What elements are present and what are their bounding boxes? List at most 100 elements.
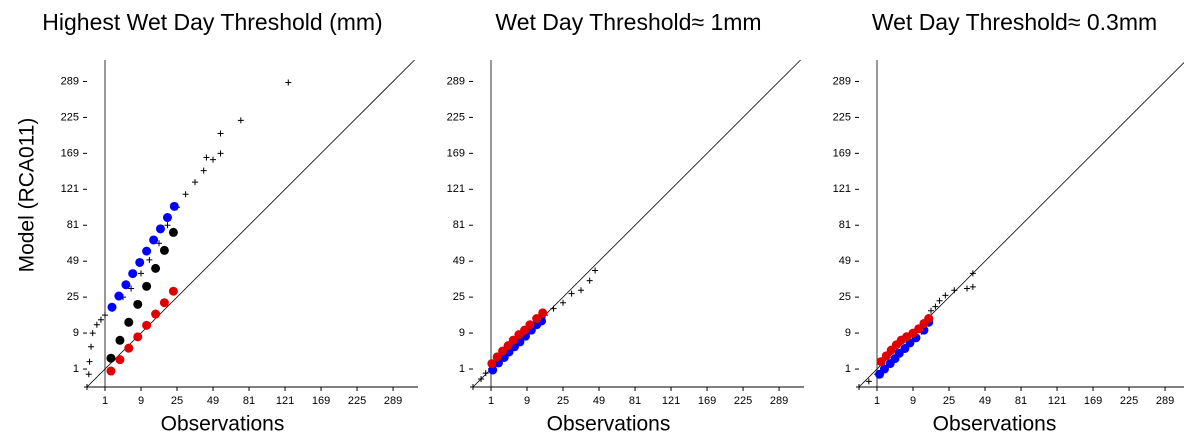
plus-marker (592, 267, 599, 274)
circle-marker (159, 245, 169, 255)
y-tick-label: 169 (61, 147, 79, 159)
plus-marker (865, 378, 872, 385)
circle-marker (492, 352, 502, 362)
y-tick-label: 25 (453, 291, 465, 303)
x-tick-label: 1 (102, 395, 108, 407)
plus-marker (586, 277, 593, 284)
plus-marker (928, 307, 935, 314)
x-tick-label: 225 (1120, 395, 1138, 407)
circle-marker (155, 224, 165, 234)
x-axis-label: Observations (161, 413, 285, 436)
circle-marker (498, 346, 508, 356)
plus-marker (856, 384, 862, 390)
x-tick-label: 225 (734, 395, 752, 407)
x-tick-label: 289 (770, 395, 788, 407)
x-tick-label: 81 (629, 395, 641, 407)
circle-marker (924, 314, 934, 324)
y-tick-label: 81 (839, 219, 851, 231)
circle-marker (151, 263, 161, 273)
plus-marker (89, 330, 96, 337)
plus-marker (932, 303, 939, 310)
plus-marker (470, 384, 476, 390)
y-tick-label: 225 (833, 111, 851, 123)
circle-marker (142, 281, 152, 291)
x-tick-label: 1 (488, 395, 494, 407)
y-tick-label: 289 (447, 75, 465, 87)
circle-marker (525, 320, 535, 330)
circle-marker (128, 269, 138, 279)
x-tick-label: 49 (207, 395, 219, 407)
x-tick-label: 1 (874, 395, 880, 407)
x-tick-label: 121 (276, 395, 294, 407)
y-tick-label: 289 (61, 75, 79, 87)
y-tick-label: 81 (67, 219, 79, 231)
plus-marker (156, 240, 163, 247)
y-tick-label: 49 (453, 255, 465, 267)
circle-marker (135, 257, 145, 267)
plus-marker (182, 191, 189, 198)
plus-marker (210, 156, 217, 163)
y-tick-label: 289 (833, 75, 851, 87)
x-tick-label: 49 (593, 395, 605, 407)
circle-marker (106, 353, 116, 363)
x-tick-label: 9 (910, 395, 916, 407)
circle-marker (107, 302, 117, 312)
plus-marker (942, 292, 949, 299)
plus-marker (203, 154, 210, 161)
y-tick-label: 9 (73, 327, 79, 339)
x-tick-label: 9 (138, 395, 144, 407)
plus-marker (969, 270, 976, 277)
plus-marker (482, 370, 489, 377)
plus-marker (86, 358, 93, 365)
x-tick-label: 121 (662, 395, 680, 407)
plus-marker (138, 270, 145, 277)
plus-marker (964, 285, 971, 292)
y-tick-label: 121 (833, 183, 851, 195)
circle-marker (151, 309, 161, 319)
y-tick-label: 169 (833, 147, 851, 159)
x-tick-label: 25 (943, 395, 955, 407)
plus-marker (936, 297, 943, 304)
circle-marker (487, 359, 497, 369)
circle-marker (149, 235, 159, 245)
y-tick-label: 9 (459, 327, 465, 339)
x-tick-label: 169 (698, 395, 716, 407)
circle-marker (115, 335, 125, 345)
x-tick-label: 169 (312, 395, 330, 407)
y-tick-label: 225 (61, 111, 79, 123)
circle-marker (133, 299, 143, 309)
circle-marker (162, 213, 172, 223)
plus-marker (951, 287, 958, 294)
circle-marker (124, 343, 134, 353)
y-tick-label: 49 (67, 255, 79, 267)
y-tick-label: 9 (845, 327, 851, 339)
plus-marker (568, 290, 575, 297)
circle-marker (876, 357, 886, 367)
x-tick-label: 81 (243, 395, 255, 407)
circle-marker (133, 332, 143, 342)
plus-marker (578, 287, 585, 294)
x-tick-label: 289 (1156, 395, 1174, 407)
circle-marker (168, 227, 178, 237)
circle-marker (115, 355, 125, 365)
plus-marker (85, 371, 92, 378)
x-axis-label: Observations (933, 413, 1057, 436)
x-tick-label: 81 (1015, 395, 1027, 407)
plus-marker (285, 79, 292, 86)
chart-title: Wet Day Threshold≈ 0.3mm (872, 9, 1157, 35)
circle-marker (169, 201, 179, 211)
plus-marker (97, 316, 104, 323)
plus-marker (93, 321, 100, 328)
y-tick-label: 25 (67, 291, 79, 303)
chart-title: Highest Wet Day Threshold (mm) (42, 9, 382, 35)
y-tick-label: 81 (453, 219, 465, 231)
plus-marker (560, 299, 567, 306)
circle-marker (124, 317, 134, 327)
y-tick-label: 121 (447, 183, 465, 195)
plus-marker (217, 130, 224, 137)
y-tick-label: 1 (845, 363, 851, 375)
circle-marker (879, 364, 889, 374)
y-tick-label: 169 (447, 147, 465, 159)
y-axis-label: Model (RCA011) (16, 118, 39, 273)
plus-marker (200, 167, 207, 174)
